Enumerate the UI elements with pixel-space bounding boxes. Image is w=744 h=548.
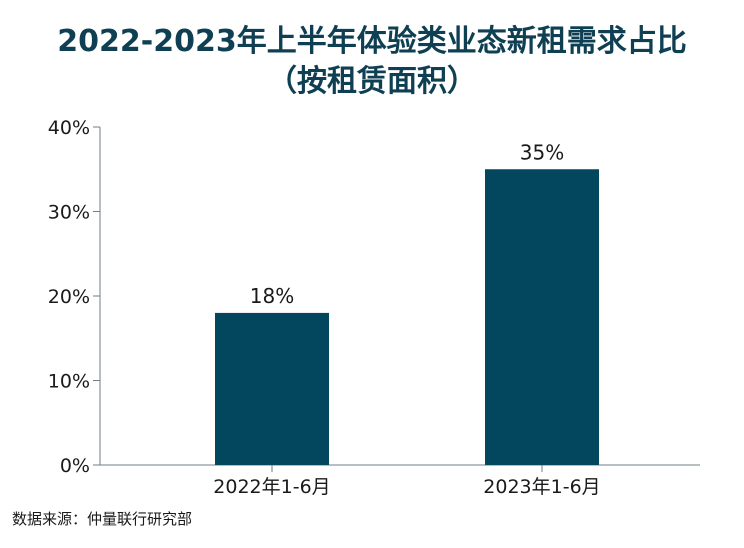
y-tick-label: 40% bbox=[48, 117, 90, 139]
source-note: 数据来源：仲量联行研究部 bbox=[12, 510, 193, 528]
x-tick-label: 2022年1-6月 bbox=[213, 476, 330, 498]
bar-value-label: 18% bbox=[250, 284, 294, 308]
bar bbox=[215, 312, 329, 465]
chart-title: 2022-2023年上半年体验类业态新租需求占比 （按租赁面积） bbox=[0, 22, 744, 102]
y-tick-label: 10% bbox=[48, 371, 90, 393]
y-tick-label: 0% bbox=[60, 455, 90, 477]
bar-value-label: 35% bbox=[520, 140, 564, 164]
y-tick-label: 20% bbox=[48, 286, 90, 308]
chart-title-line-1: 2022-2023年上半年体验类业态新租需求占比 bbox=[57, 24, 687, 59]
bar bbox=[485, 169, 599, 465]
y-tick-label: 30% bbox=[48, 202, 90, 224]
chart-title-line-2: （按租赁面积） bbox=[267, 64, 477, 99]
x-tick-label: 2023年1-6月 bbox=[483, 476, 600, 498]
